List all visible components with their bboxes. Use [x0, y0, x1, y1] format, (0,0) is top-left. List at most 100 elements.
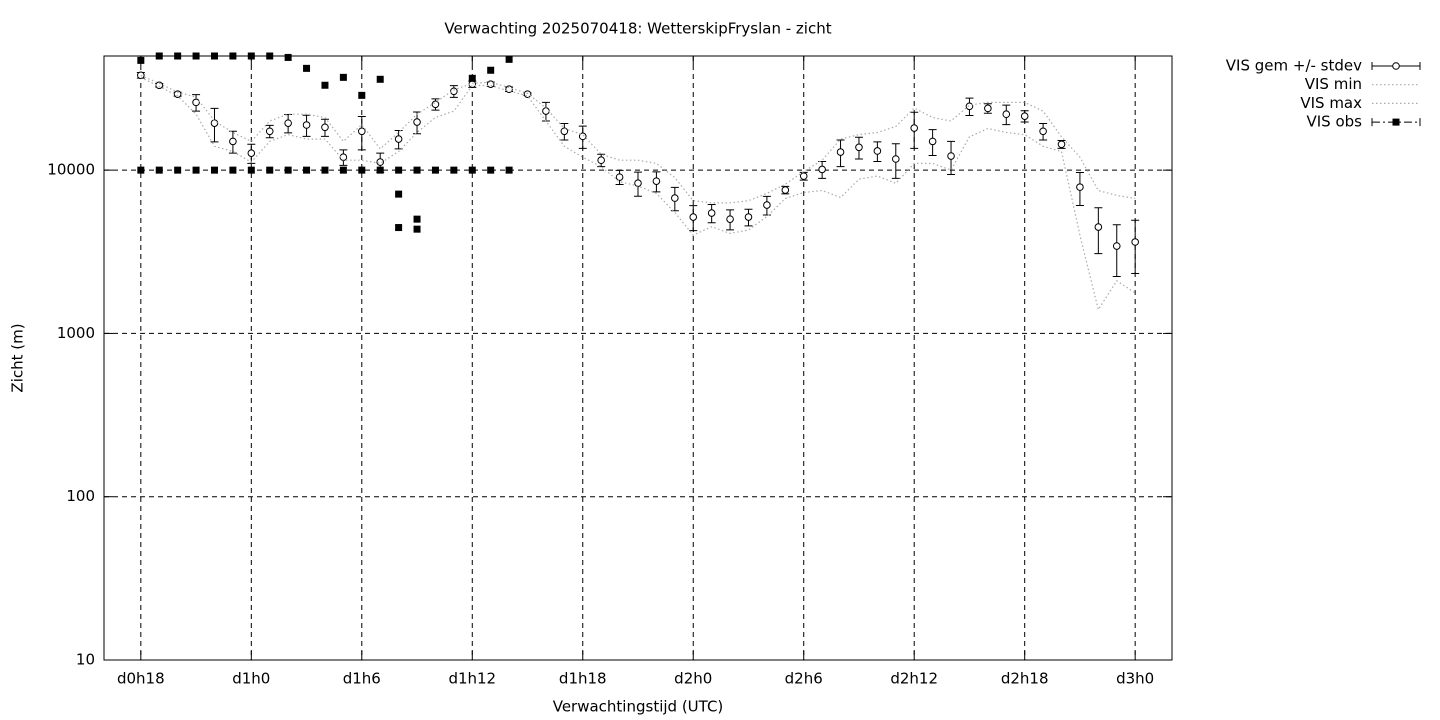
mean-point — [707, 209, 716, 217]
mean-point — [210, 119, 219, 127]
x-tick-label: d2h12 — [890, 670, 938, 688]
error-bar — [1112, 224, 1121, 278]
x-axis-label: Verwachtingstijd (UTC) — [553, 698, 724, 716]
obs-point — [395, 190, 403, 198]
mean-point — [1131, 238, 1139, 246]
x-tick-label: d2h6 — [785, 670, 823, 688]
obs-point — [266, 166, 274, 174]
x-tick-label: d0h18 — [117, 670, 165, 688]
mean-point — [781, 186, 790, 194]
obs-point — [137, 166, 145, 174]
x-tick-label: d1h6 — [343, 670, 381, 688]
mean-point — [726, 215, 734, 223]
mean-point — [1094, 223, 1103, 231]
mean-point — [891, 155, 900, 163]
mean-point — [818, 165, 826, 174]
obs-point — [505, 55, 513, 63]
chart-title: Verwachting 2025070418: WetterskipFrysla… — [444, 20, 831, 38]
x-tick-label: d1h0 — [232, 670, 270, 688]
plot-frame — [103, 55, 1173, 661]
obs-point — [339, 166, 347, 174]
obs-point — [247, 166, 255, 174]
mean-point — [173, 90, 182, 98]
mean-point — [321, 123, 329, 132]
mean-point — [505, 85, 513, 94]
legend-label: VIS obs — [1307, 113, 1363, 131]
obs-point — [266, 52, 274, 60]
x-tick-label: d2h18 — [1001, 670, 1049, 688]
x-tick-label: d1h18 — [559, 670, 607, 688]
mean-point — [855, 143, 863, 152]
obs-point — [468, 74, 476, 82]
obs-point — [210, 166, 218, 174]
mean-point — [984, 104, 992, 113]
obs-point — [321, 166, 329, 174]
obs-point — [376, 75, 384, 83]
mean-point — [671, 194, 679, 202]
mean-point — [229, 137, 237, 146]
legend-label: VIS min — [1305, 75, 1362, 93]
mean-point — [450, 87, 458, 96]
obs-point — [395, 224, 403, 232]
range-line — [140, 74, 1136, 204]
legend-sample — [1392, 62, 1400, 70]
obs-point — [155, 166, 163, 174]
mean-point — [597, 156, 605, 165]
obs-point — [284, 53, 292, 61]
mean-point — [413, 118, 421, 126]
obs-point — [413, 215, 421, 223]
mean-point — [652, 177, 661, 185]
obs-point — [413, 225, 421, 233]
range-line — [140, 76, 1136, 312]
obs-point — [376, 166, 384, 174]
x-tick-label: d3h0 — [1116, 670, 1154, 688]
obs-point — [358, 91, 366, 99]
obs-point — [431, 166, 439, 174]
legend-label: VIS gem +/- stdev — [1226, 57, 1362, 75]
obs-point — [155, 52, 163, 60]
mean-point — [928, 137, 937, 146]
obs-point — [210, 52, 218, 60]
obs-point — [174, 166, 182, 174]
obs-point — [395, 166, 403, 174]
legend-label: VIS max — [1300, 94, 1362, 112]
mean-point — [247, 149, 256, 157]
y-tick-label: 1000 — [57, 324, 95, 342]
mean-point — [376, 158, 385, 166]
obs-point — [247, 52, 255, 60]
obs-point — [284, 166, 292, 174]
mean-point — [1020, 112, 1029, 120]
mean-point — [560, 127, 569, 136]
x-tick-label: d1h12 — [448, 670, 496, 688]
obs-point — [339, 73, 347, 81]
obs-point — [192, 52, 200, 60]
obs-point — [487, 66, 495, 74]
mean-point — [192, 98, 200, 107]
y-tick-label: 10000 — [47, 161, 95, 179]
mean-point — [578, 132, 587, 141]
obs-point — [505, 166, 513, 174]
obs-point — [229, 166, 237, 174]
y-axis-label: Zicht (m) — [9, 323, 27, 392]
y-tick-label: 10 — [76, 651, 95, 669]
mean-point — [284, 119, 292, 127]
mean-point — [836, 148, 845, 156]
error-bar — [1131, 219, 1140, 274]
obs-point — [229, 52, 237, 60]
mean-point — [394, 135, 403, 143]
mean-point — [1039, 127, 1047, 136]
y-tick-label: 100 — [66, 487, 95, 505]
obs-point — [192, 166, 200, 174]
mean-point — [137, 71, 145, 80]
mean-point — [965, 102, 974, 111]
mean-point — [1112, 242, 1121, 250]
mean-point — [615, 173, 624, 181]
obs-point — [450, 166, 458, 174]
obs-point — [174, 52, 182, 60]
mean-point — [744, 213, 753, 221]
legend-sample — [1392, 118, 1400, 126]
mean-point — [1002, 110, 1011, 119]
obs-point — [303, 64, 311, 72]
mean-point — [763, 201, 771, 209]
obs-point — [137, 56, 145, 64]
